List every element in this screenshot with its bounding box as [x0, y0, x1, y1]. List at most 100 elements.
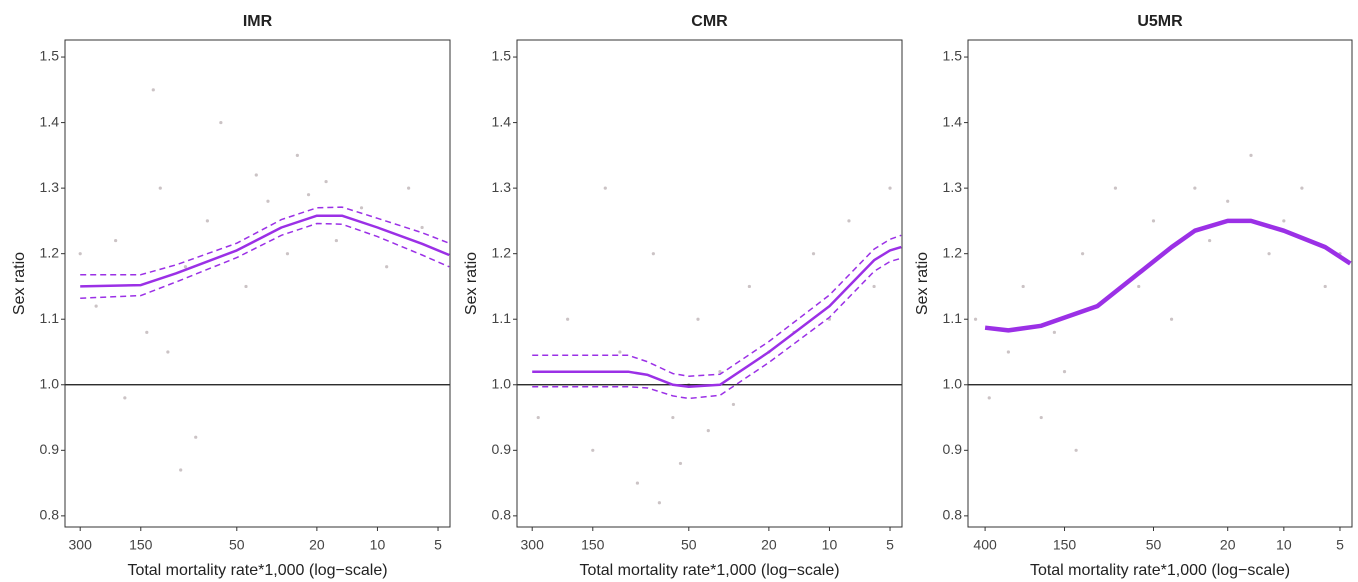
- scatter-point: [706, 429, 710, 433]
- scatter-point: [94, 304, 98, 308]
- scatter-point: [1006, 350, 1010, 354]
- y-axis-label: Sex ratio: [463, 252, 480, 315]
- y-tick-label: 1.0: [943, 375, 963, 391]
- panel-title: U5MR: [1137, 13, 1183, 30]
- y-tick-label: 1.5: [492, 48, 512, 64]
- scatter-point: [151, 88, 155, 92]
- scatter-point: [618, 350, 622, 354]
- y-tick-label: 1.2: [943, 244, 963, 260]
- scatter-point: [1193, 186, 1197, 190]
- scatter-point: [420, 225, 424, 230]
- y-tick-label: 1.4: [943, 113, 963, 129]
- y-tick-label: 0.8: [492, 507, 512, 523]
- x-tick-label: 20: [309, 537, 325, 553]
- scatter-point: [1080, 252, 1085, 256]
- x-tick-label: 10: [822, 537, 838, 553]
- plot-area: [517, 186, 902, 505]
- x-tick-label: 50: [1146, 537, 1162, 553]
- plot-area: [968, 153, 1352, 452]
- scatter-point: [324, 179, 328, 184]
- scatter-point: [1151, 219, 1156, 223]
- scatter-point: [872, 284, 876, 289]
- scatter-point: [973, 317, 978, 321]
- y-tick-label: 1.1: [943, 310, 963, 326]
- y-tick-label: 1.2: [492, 244, 512, 260]
- y-tick-label: 1.3: [40, 179, 60, 195]
- confidence-line: [80, 222, 450, 299]
- y-tick-label: 1.3: [943, 179, 963, 195]
- scatter-point: [603, 186, 607, 190]
- scatter-point: [114, 238, 118, 243]
- x-tick-label: 50: [229, 537, 245, 553]
- x-tick-label: 20: [1220, 537, 1236, 553]
- fit-line: [80, 214, 450, 288]
- scatter-point: [1249, 153, 1253, 157]
- scatter-point: [888, 186, 892, 190]
- x-axis-label: Total mortality rate*1,000 (log−scale): [579, 562, 839, 579]
- scatter-point: [591, 448, 595, 452]
- scatter-point: [718, 370, 722, 374]
- x-tick-label: 10: [1276, 537, 1292, 553]
- y-tick-label: 1.1: [40, 310, 60, 326]
- x-tick-label: 20: [761, 537, 777, 553]
- panel-title: CMR: [691, 13, 728, 30]
- scatter-point: [1208, 238, 1212, 243]
- scatter-point: [1323, 284, 1327, 289]
- scatter-point: [219, 120, 223, 125]
- y-tick-label: 1.1: [492, 310, 512, 326]
- scatter-point: [254, 173, 258, 177]
- scatter-point: [811, 252, 816, 256]
- x-tick-label: 150: [1053, 537, 1077, 553]
- scatter-point: [1021, 284, 1025, 289]
- scatter-point: [407, 186, 411, 190]
- x-tick-label: 300: [521, 537, 545, 553]
- scatter-point: [671, 415, 675, 420]
- scatter-point: [1226, 199, 1230, 203]
- confidence-line: [80, 206, 450, 276]
- scatter-point: [145, 330, 149, 334]
- y-tick-label: 0.8: [943, 507, 963, 523]
- scatter-point: [536, 415, 540, 420]
- y-tick-label: 1.5: [943, 48, 963, 64]
- y-tick-label: 1.0: [40, 375, 60, 391]
- scatter-point: [1062, 370, 1067, 374]
- scatter-point: [651, 252, 655, 256]
- scatter-point: [295, 153, 299, 157]
- scatter-point: [78, 252, 82, 256]
- x-tick-label: 150: [581, 537, 605, 553]
- scatter-point: [183, 265, 188, 269]
- y-tick-label: 1.0: [492, 375, 512, 391]
- scatter-point: [205, 219, 209, 223]
- y-axis-label: Sex ratio: [11, 252, 28, 315]
- scatter-point: [179, 468, 183, 472]
- x-tick-label: 50: [681, 537, 697, 553]
- scatter-point: [1113, 186, 1118, 190]
- y-tick-label: 1.3: [492, 179, 512, 195]
- x-tick-label: 400: [973, 537, 997, 553]
- scatter-point: [1039, 415, 1043, 420]
- scatter-point: [747, 284, 751, 289]
- scatter-point: [566, 317, 570, 321]
- fit-line: [532, 245, 902, 388]
- x-axis-label: Total mortality rate*1,000 (log−scale): [127, 562, 387, 579]
- scatter-point: [1300, 186, 1304, 190]
- y-tick-label: 0.9: [943, 441, 963, 457]
- x-tick-label: 5: [1336, 537, 1344, 553]
- scatter-point: [1052, 330, 1056, 334]
- scatter-point: [1282, 219, 1286, 223]
- scatter-point: [1137, 284, 1141, 289]
- scatter-point: [334, 238, 338, 243]
- x-tick-label: 150: [129, 537, 153, 553]
- y-axis-label: Sex ratio: [914, 252, 931, 315]
- panel-frame: [967, 39, 1353, 528]
- scatter-point: [1267, 252, 1271, 256]
- scatter-point: [166, 350, 170, 354]
- y-tick-label: 1.2: [40, 244, 60, 260]
- scatter-point: [696, 317, 700, 321]
- scatter-point: [194, 435, 198, 439]
- scatter-point: [657, 501, 661, 505]
- y-tick-label: 1.4: [40, 113, 60, 129]
- x-axis-label: Total mortality rate*1,000 (log−scale): [1030, 562, 1290, 579]
- scatter-point: [847, 219, 851, 223]
